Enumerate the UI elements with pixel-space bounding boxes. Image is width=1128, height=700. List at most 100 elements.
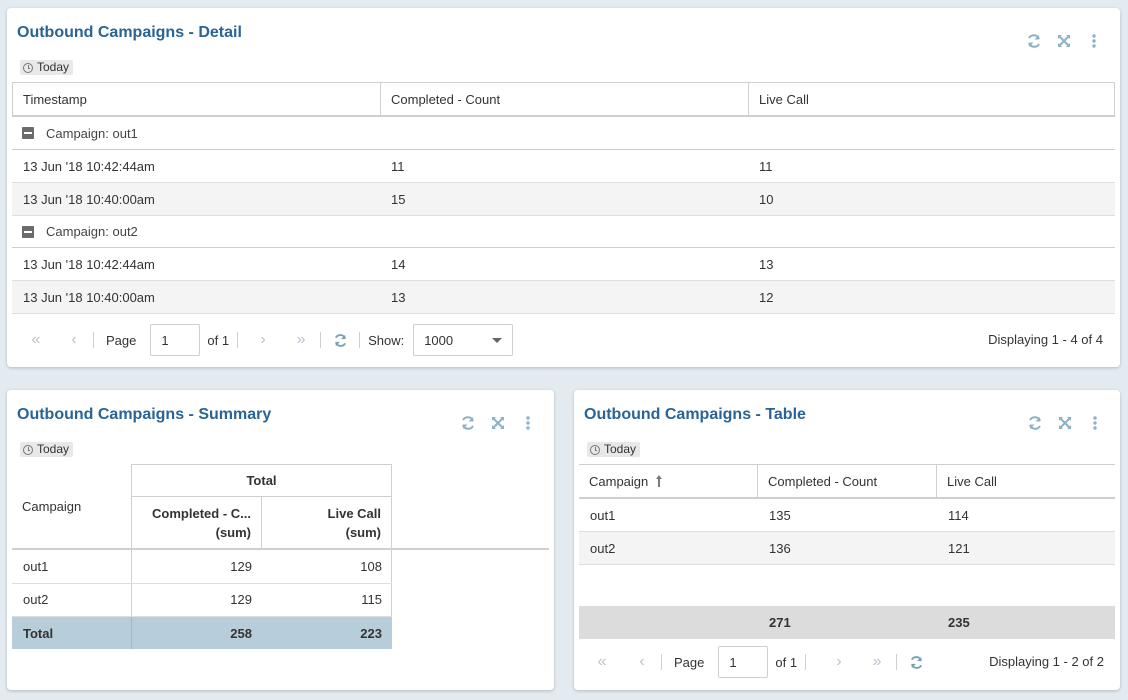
table-row[interactable]: out2 136 121	[579, 532, 1115, 565]
refresh-icon[interactable]	[1026, 414, 1044, 432]
expand-icon[interactable]	[1056, 414, 1074, 432]
cell-completed-count: 136	[769, 540, 791, 556]
group-header-out2[interactable]: Campaign: out2	[12, 216, 1115, 248]
detail-panel: Outbound Campaigns - Detail Today Timest…	[7, 8, 1120, 367]
first-page-icon[interactable]: «	[31, 331, 41, 348]
cell-live-call: 12	[759, 289, 774, 305]
refresh-icon[interactable]	[459, 414, 477, 432]
page-label: Page	[106, 332, 137, 348]
pivot-column-header-live-call[interactable]: Live Call (sum)	[262, 497, 391, 548]
header-line: Live Call	[327, 505, 381, 521]
collapse-icon[interactable]	[22, 225, 34, 238]
summary-panel-title: Outbound Campaigns - Summary	[17, 406, 272, 423]
page-label: Page	[674, 654, 705, 670]
cell-completed-count: 13	[391, 289, 406, 305]
refresh-icon[interactable]	[1025, 32, 1043, 50]
group-header-out1[interactable]: Campaign: out1	[12, 117, 1115, 150]
summary-panel-tools	[459, 414, 537, 432]
table-panel: Outbound Campaigns - Table Today Campaig…	[574, 390, 1120, 690]
pivot-row-label: out1	[23, 559, 49, 574]
header-line: (sum)	[215, 524, 251, 540]
divider	[12, 616, 392, 617]
page-number-input[interactable]	[718, 646, 769, 678]
cell-timestamp: 13 Jun '18 10:42:44am	[23, 158, 155, 174]
header-line: (sum)	[345, 524, 381, 540]
pager-refresh-icon[interactable]	[907, 653, 925, 671]
table-pager: « ‹ Page of 1 › »	[591, 646, 927, 678]
date-filter-badge[interactable]: Today	[587, 442, 641, 457]
page-size-select[interactable]: 1000	[413, 324, 514, 356]
divider	[261, 496, 262, 548]
table-row[interactable]: out1 135 114	[579, 499, 1115, 532]
divider	[12, 583, 392, 584]
last-page-icon[interactable]: »	[296, 331, 306, 348]
pivot-group-header: Total	[132, 465, 391, 496]
pivot-cell: 129	[230, 559, 252, 574]
divider	[131, 496, 392, 497]
collapse-icon[interactable]	[22, 127, 34, 139]
cell-completed-count: 11	[391, 158, 405, 174]
divider	[320, 332, 322, 348]
divider	[896, 654, 898, 670]
cell-completed-count: 14	[391, 256, 406, 272]
divider	[237, 332, 239, 348]
column-header-completed-count[interactable]: Completed - Count	[381, 83, 749, 115]
pager-refresh-icon[interactable]	[331, 331, 349, 349]
divider	[12, 548, 549, 550]
cell-campaign: out2	[590, 540, 616, 556]
divider	[131, 617, 132, 649]
table-header: Campaign Completed - Count Live Call	[579, 464, 1115, 499]
divider	[805, 654, 807, 670]
cell-live-call: 121	[948, 540, 970, 556]
pivot-group-label: Total	[246, 473, 277, 488]
date-filter-label: Today	[604, 442, 637, 456]
cell-live-call: 13	[759, 256, 774, 272]
divider	[93, 332, 94, 348]
pivot-cell: 108	[360, 559, 382, 574]
next-page-icon[interactable]: ›	[260, 331, 266, 348]
divider	[359, 332, 361, 348]
page-number-input[interactable]	[150, 324, 201, 356]
pivot-column-header-completed[interactable]: Completed - C... (sum)	[132, 497, 261, 548]
divider	[131, 464, 132, 649]
clock-icon	[590, 444, 600, 455]
detail-pager: « ‹ Page of 1 › » Show: 1000	[25, 324, 514, 356]
pivot-row-header[interactable]: Campaign	[22, 498, 82, 514]
pivot-total-label: Total	[23, 625, 54, 641]
detail-panel-title: Outbound Campaigns - Detail	[17, 24, 242, 41]
column-header-campaign[interactable]: Campaign	[579, 465, 758, 497]
page-size-value: 1000	[424, 332, 454, 348]
table-row[interactable]: 13 Jun '18 10:40:00am 13 12	[12, 281, 1115, 314]
expand-icon[interactable]	[1055, 32, 1073, 50]
detail-table-header: Timestamp Completed - Count Live Call	[12, 82, 1115, 117]
date-filter-badge[interactable]: Today	[20, 442, 74, 457]
prev-page-icon[interactable]: ‹	[639, 653, 645, 670]
table-row[interactable]: 13 Jun '18 10:42:44am 14 13	[12, 248, 1115, 281]
cell-timestamp: 13 Jun '18 10:40:00am	[23, 289, 155, 305]
clock-icon	[23, 444, 33, 455]
cell-campaign: out1	[590, 507, 616, 523]
expand-icon[interactable]	[489, 414, 507, 432]
more-options-icon[interactable]	[1085, 32, 1103, 50]
divider	[391, 464, 392, 649]
more-options-icon[interactable]	[519, 414, 537, 432]
last-page-icon[interactable]: »	[872, 653, 882, 670]
prev-page-icon[interactable]: ‹	[71, 331, 77, 348]
next-page-icon[interactable]: ›	[836, 653, 842, 670]
cell-timestamp: 13 Jun '18 10:42:44am	[23, 256, 155, 272]
table-row[interactable]: 13 Jun '18 10:40:00am 15 10	[12, 183, 1115, 216]
detail-panel-tools	[1025, 32, 1103, 50]
column-header-timestamp[interactable]: Timestamp	[13, 83, 381, 115]
pivot-total-cell: 223	[360, 625, 382, 641]
table-summary-row: 271 235	[579, 606, 1115, 639]
column-header-live-call[interactable]: Live Call	[947, 473, 997, 489]
column-header-completed-count[interactable]: Completed - Count	[758, 465, 937, 497]
group-label: Campaign: out2	[46, 224, 138, 239]
column-header-live-call[interactable]: Live Call	[759, 91, 809, 107]
date-filter-badge[interactable]: Today	[20, 60, 74, 75]
more-options-icon[interactable]	[1086, 414, 1104, 432]
first-page-icon[interactable]: «	[597, 653, 607, 670]
cell-live-call: 114	[948, 507, 969, 523]
table-row[interactable]: 13 Jun '18 10:42:44am 11 11	[12, 150, 1115, 183]
pivot-cell: 115	[361, 592, 382, 607]
